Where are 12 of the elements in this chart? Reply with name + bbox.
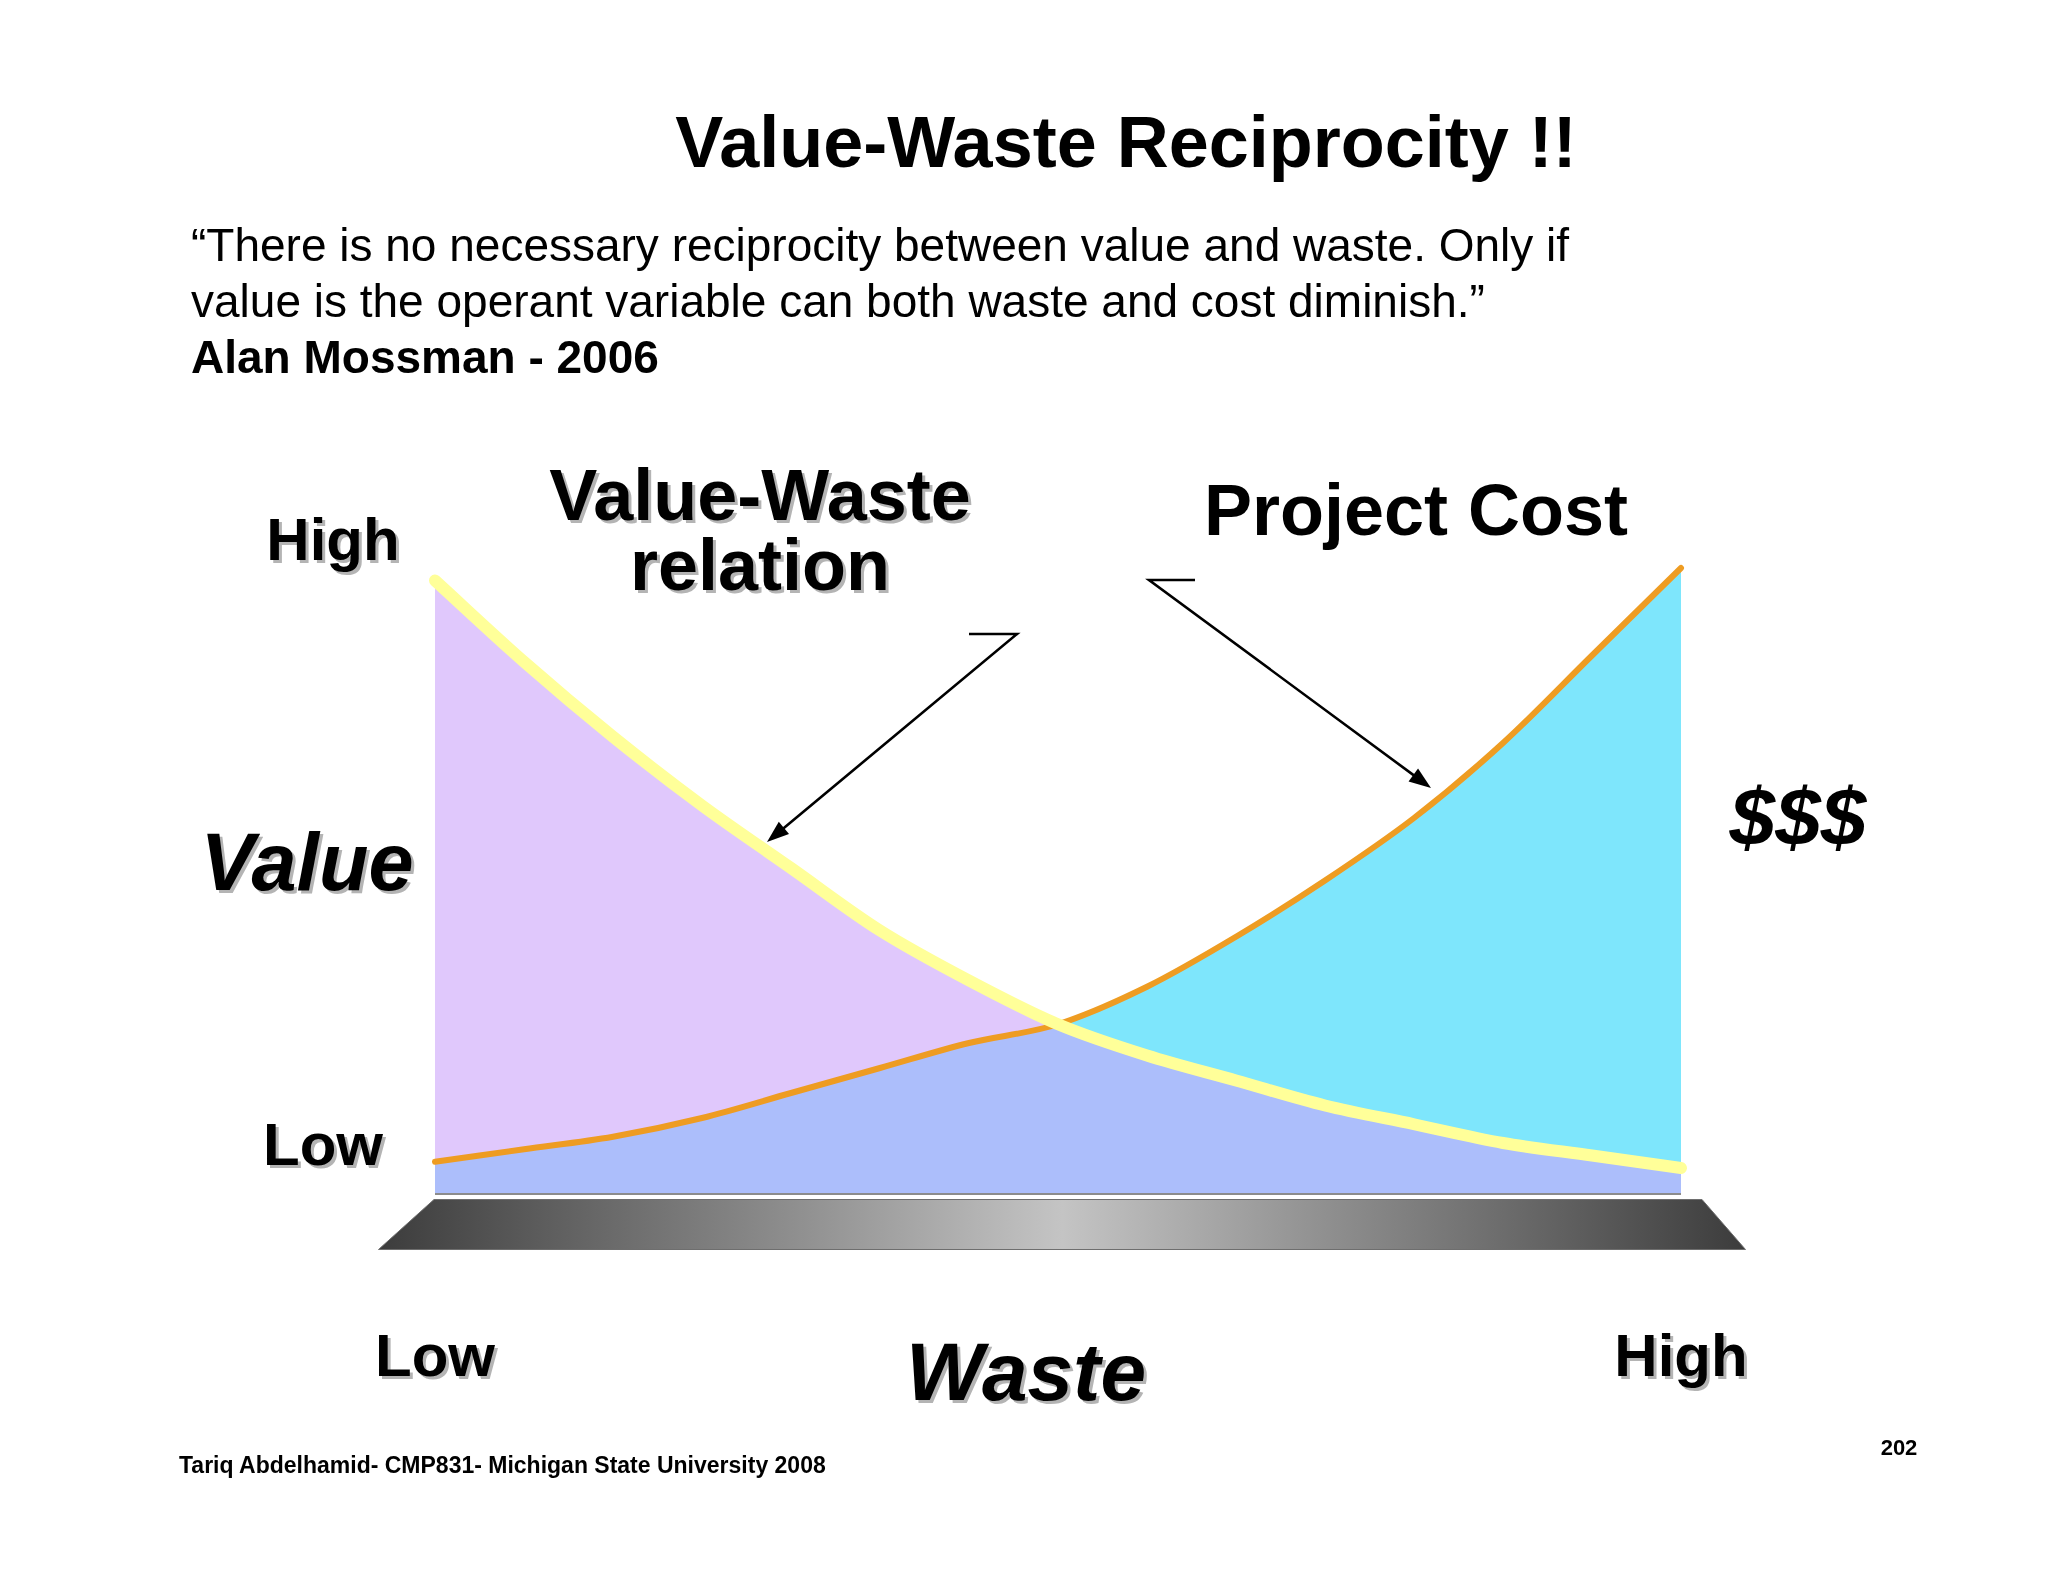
text: High bbox=[266, 506, 400, 573]
text: Tariq Abdelhamid- CMP831- Michigan State University 2008 bbox=[179, 1452, 826, 1478]
chart-subtitle: “There is no necessary reciprocity between value and waste. Only if value is the operant variable can both waste and cost diminish.” bbox=[191, 218, 1571, 329]
chart-title: Value-Waste Reciprocity !! bbox=[675, 102, 1577, 182]
text: Low bbox=[263, 1111, 383, 1178]
series-label: Project Cost bbox=[1204, 470, 1629, 550]
y2-axis-title: $$$ bbox=[1729, 771, 1867, 862]
series-label: Value-Waste relation bbox=[548, 455, 972, 605]
text: Alan Mossman - 2006 bbox=[191, 330, 659, 385]
text: 202 bbox=[1880, 1435, 1918, 1460]
y-axis-title: Value bbox=[200, 817, 414, 907]
x-axis-title: Waste bbox=[905, 1326, 1147, 1417]
